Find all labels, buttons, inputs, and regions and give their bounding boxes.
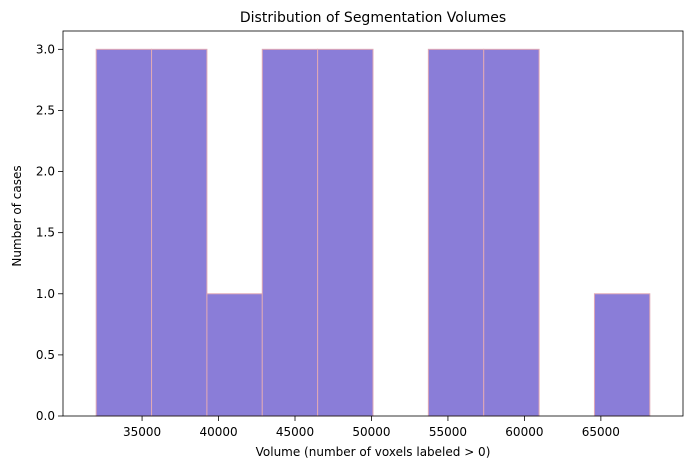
histogram-bar: [427, 48, 485, 417]
y-axis-label: Number of cases: [10, 165, 24, 266]
plot-frame: [62, 30, 684, 417]
x-tick-label: 40000: [199, 425, 237, 439]
y-tick-label: 2.0: [36, 165, 55, 179]
x-axis-label: Volume (number of voxels labeled > 0): [256, 445, 491, 459]
histogram-bar: [593, 293, 651, 417]
x-tick-label: 50000: [352, 425, 390, 439]
chart-title: Distribution of Segmentation Volumes: [240, 10, 506, 26]
y-tick-label: 1.0: [36, 287, 55, 301]
x-ticks-group: 35000 40000 45000 50000 55000 60000 65000: [123, 416, 620, 439]
histogram-bar: [483, 48, 540, 417]
bars-group: [95, 48, 651, 417]
y-tick-label: 1.5: [36, 226, 55, 240]
x-tick-label: 55000: [429, 425, 467, 439]
x-tick-label: 65000: [582, 425, 620, 439]
x-tick-label: 35000: [123, 425, 161, 439]
y-tick-label: 0.5: [36, 348, 55, 362]
histogram-bar: [261, 48, 319, 417]
y-ticks-group: 0.0 0.5 1.0 1.5 2.0 2.5 3.0: [36, 42, 63, 423]
y-tick-label: 3.0: [36, 42, 55, 56]
y-tick-label: 0.0: [36, 409, 55, 423]
x-tick-label: 45000: [276, 425, 314, 439]
histogram-bar: [95, 48, 153, 417]
histogram-bar: [317, 48, 374, 417]
x-tick-label: 60000: [505, 425, 543, 439]
histogram-bar: [151, 48, 208, 417]
y-tick-label: 2.5: [36, 103, 55, 117]
histogram-bar: [206, 293, 263, 417]
